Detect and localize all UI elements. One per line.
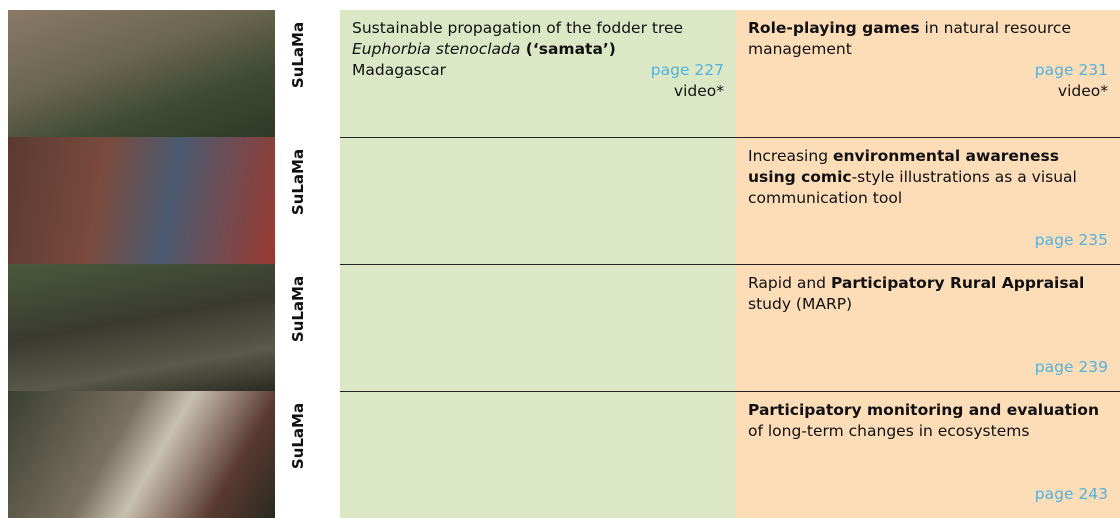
photo <box>8 137 275 264</box>
photo <box>8 264 275 391</box>
video-ref: video* <box>1057 82 1108 100</box>
peach-cell: Increasing environmental awareness using… <box>736 137 1120 264</box>
description: Participatory monitoring and evaluation … <box>748 400 1108 442</box>
text-segment: Sustainable propagation of the fodder tr… <box>352 19 684 37</box>
row-label: SuLaMa <box>288 274 308 344</box>
text-segment: Role-playing games <box>748 19 920 37</box>
place: Madagascar <box>352 61 447 79</box>
row: SuLaMa Sustainable propagation of the fod… <box>0 10 1120 137</box>
page-ref[interactable]: page 243 <box>1034 485 1108 503</box>
row-label: SuLaMa <box>288 20 308 90</box>
text-segment: of long-term changes in ecosystems <box>748 422 1030 440</box>
description: Increasing environmental awareness using… <box>748 146 1108 209</box>
description: Sustainable propagation of the fodder tr… <box>352 18 724 60</box>
text-segment: Increasing <box>748 147 833 165</box>
row: SuLaMa Increasing environmental awareness… <box>0 137 1120 264</box>
text-segment: Participatory monitoring and evaluation <box>748 401 1099 419</box>
label-text: SuLaMa <box>289 21 307 89</box>
description: Rapid and Participatory Rural Appraisal … <box>748 273 1108 315</box>
label-text: SuLaMa <box>289 402 307 470</box>
peach-cell: Role-playing games in natural resource m… <box>736 10 1120 137</box>
text-segment: in natural resource management <box>748 19 1071 58</box>
page-ref[interactable]: page 227 <box>650 61 724 79</box>
text-segment: -style illustrations as a visual communi… <box>748 168 1077 207</box>
peach-cell: Rapid and Participatory Rural Appraisal … <box>736 264 1120 391</box>
green-cell: Sustainable propagation of the fodder tr… <box>340 10 736 137</box>
label-text: SuLaMa <box>289 148 307 216</box>
text-segment: Rapid and <box>748 274 831 292</box>
photo <box>8 10 275 137</box>
page-ref[interactable]: page 235 <box>1034 231 1108 249</box>
page-ref[interactable]: page 231 <box>1034 61 1108 79</box>
page-ref[interactable]: page 239 <box>1034 358 1108 376</box>
green-cell <box>340 264 736 391</box>
text-segment: (‘samata’) <box>520 40 616 58</box>
green-cell <box>340 391 736 518</box>
peach-cell: Participatory monitoring and evaluation … <box>736 391 1120 518</box>
row-label: SuLaMa <box>288 401 308 471</box>
row: SuLaMa Rapid and Participatory Rural Appr… <box>0 264 1120 391</box>
description: Role-playing games in natural resource m… <box>748 18 1108 60</box>
video-ref: video* <box>673 82 724 100</box>
label-text: SuLaMa <box>289 275 307 343</box>
text-segment: Euphorbia stenoclada <box>352 40 521 58</box>
row: SuLaMa Participatory monitoring and evalu… <box>0 391 1120 518</box>
text-segment: study (MARP) <box>748 295 853 313</box>
row-label: SuLaMa <box>288 147 308 217</box>
green-cell <box>340 137 736 264</box>
photo <box>8 391 275 518</box>
text-segment: environmental awareness using comic <box>748 147 1059 186</box>
text-segment: Participatory Rural Appraisal <box>830 274 1085 292</box>
